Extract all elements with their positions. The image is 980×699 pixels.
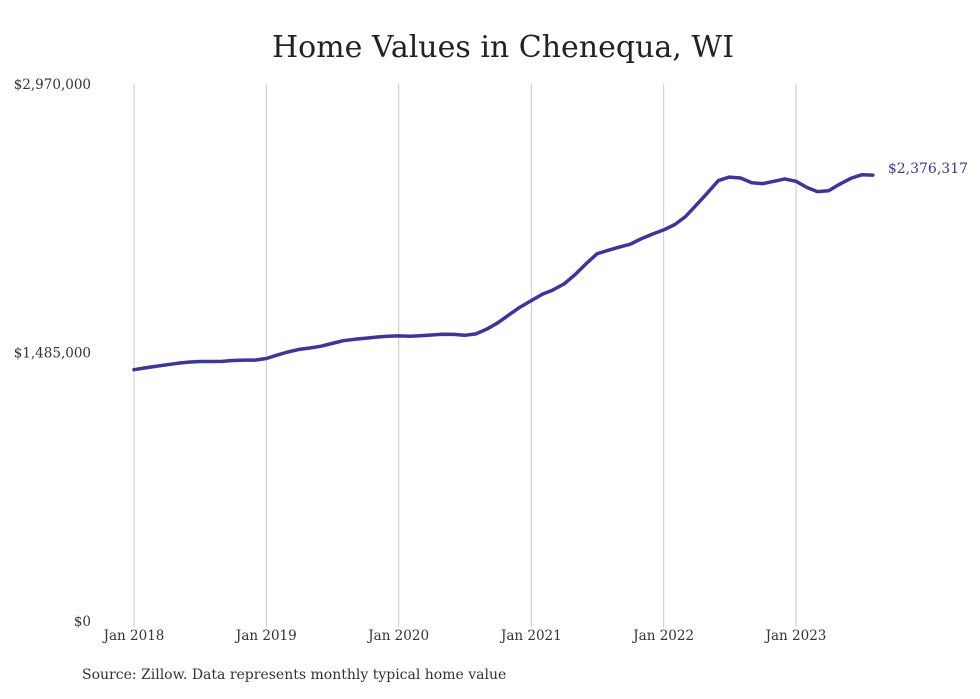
x-tick-label-1: Jan 2019 (234, 628, 297, 644)
y-tick-label-2: $2,970,000 (14, 77, 91, 93)
x-tick-label-0: Jan 2018 (102, 628, 165, 644)
y-axis-ticks: $0 $1,485,000 $2,970,000 (14, 77, 91, 630)
y-tick-label-1: $1,485,000 (14, 346, 91, 362)
x-tick-label-3: Jan 2021 (499, 628, 562, 644)
chart-title: Home Values in Chenequa, WI (271, 30, 735, 65)
x-tick-label-5: Jan 2023 (764, 628, 827, 644)
y-tick-label-0: $0 (74, 614, 91, 630)
source-note: Source: Zillow. Data represents monthly … (82, 667, 507, 683)
grid-lines (133, 84, 797, 627)
x-axis-ticks: Jan 2018 Jan 2019 Jan 2020 Jan 2021 Jan 2022… (102, 628, 827, 644)
home-value-line (132, 173, 875, 372)
x-tick-label-2: Jan 2020 (366, 628, 429, 644)
x-tick-label-4: Jan 2022 (631, 628, 694, 644)
end-value-label: $2,376,317 (888, 161, 968, 177)
